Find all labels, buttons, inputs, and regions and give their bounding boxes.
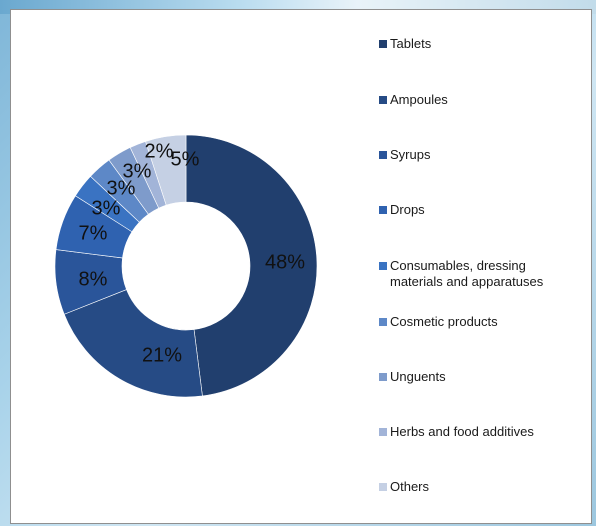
data-label-2: 21% — [142, 344, 182, 366]
legend-swatch-5 — [379, 262, 387, 270]
legend-swatch-7 — [379, 373, 387, 381]
data-label-7: 3% — [123, 160, 152, 182]
legend-label-2: Ampoules — [390, 92, 448, 107]
legend-swatch-3 — [379, 151, 387, 159]
data-label-9: 5% — [171, 148, 200, 170]
data-label-6: 3% — [107, 177, 136, 199]
legend-label-6: Cosmetic products — [390, 314, 498, 329]
legend-swatch-1 — [379, 40, 387, 48]
legend-label-8: Herbs and food additives — [390, 424, 534, 439]
data-label-8: 2% — [145, 140, 174, 162]
legend-label-1: Tablets — [390, 36, 432, 51]
legend-item-5: Consumables, dressing materials and appa… — [379, 258, 543, 290]
donut-slice-1 — [185, 134, 318, 397]
legend-item-6: Cosmetic products — [379, 314, 498, 330]
legend-swatch-9 — [379, 483, 387, 491]
legend-label-4: Drops — [390, 202, 425, 217]
legend-item-8: Herbs and food additives — [379, 424, 534, 440]
legend-swatch-6 — [379, 318, 387, 326]
donut-slice-9 — [145, 134, 187, 206]
legend-item-4: Drops — [379, 202, 425, 218]
legend-label-3: Syrups — [390, 147, 431, 162]
data-label-3: 8% — [79, 268, 108, 290]
legend-item-3: Syrups — [379, 147, 430, 163]
legend-swatch-8 — [379, 428, 387, 436]
legend-item-1: Tablets — [379, 36, 431, 52]
donut-chart: 48%21%8%7%3%3%3%2%5% — [54, 134, 318, 398]
legend-swatch-2 — [379, 96, 387, 104]
donut-slice-2 — [63, 289, 203, 398]
legend-item-9: Others — [379, 479, 429, 495]
chart-area: 48% 21% 8% 7% 3% 3% 3% 2% 5% Tablets Ampoules Syru… — [10, 9, 592, 524]
data-label-1: 48% — [265, 251, 305, 273]
legend-swatch-4 — [379, 206, 387, 214]
legend-label-9: Others — [390, 479, 430, 494]
data-label-4: 7% — [79, 222, 108, 244]
legend-label-5: Consumables, dressing materials and appa… — [390, 258, 544, 289]
legend-item-2: Ampoules — [379, 92, 448, 108]
data-label-5: 3% — [92, 197, 121, 219]
legend-item-7: Unguents — [379, 369, 446, 385]
legend-label-7: Unguents — [390, 369, 446, 384]
